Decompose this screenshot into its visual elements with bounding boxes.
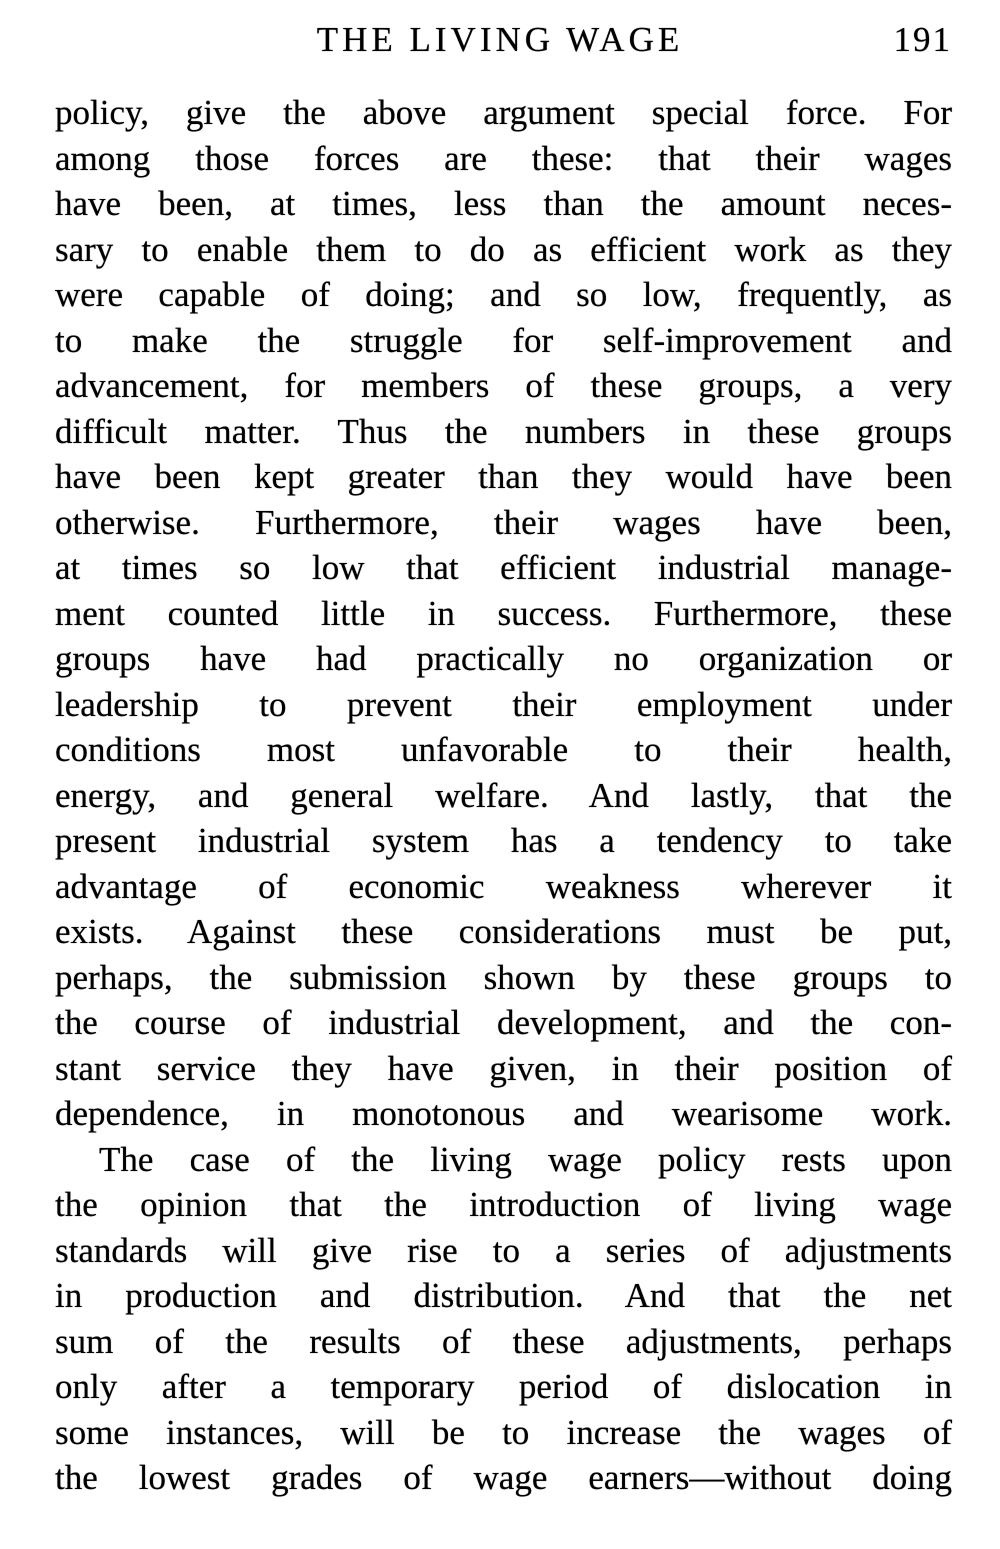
text-line: exists. Against these considerations mus… <box>55 912 952 951</box>
text-line: dependence, in monotonous and wearisome … <box>55 1094 952 1133</box>
page-title: THE LIVING WAGE <box>316 20 684 59</box>
text-line: sum of the results of these adjustments,… <box>55 1321 952 1361</box>
text-line: at times so low that efficient industria… <box>55 548 952 587</box>
text-line: have been, at times, less than the amoun… <box>55 184 952 223</box>
page-header: THE LIVING WAGE 191 <box>0 20 1000 64</box>
text-line: leadership to prevent their employment u… <box>55 684 952 724</box>
text-line: The case of the living wage policy rests… <box>99 1139 952 1179</box>
text-line: the course of industrial development, an… <box>55 1003 952 1042</box>
text-line: energy, and general welfare. And lastly,… <box>55 775 952 815</box>
text-line: advancement, for members of these groups… <box>55 366 952 405</box>
text-line: standards will give rise to a series of … <box>55 1230 952 1270</box>
text-line: the lowest grades of wage earners—withou… <box>55 1458 952 1497</box>
text-line: were capable of doing; and so low, frequ… <box>55 275 952 314</box>
text-line: to make the struggle for self-improvemen… <box>55 320 952 360</box>
text-line: difficult matter. Thus the numbers in th… <box>55 411 952 451</box>
text-line: conditions most unfavorable to their hea… <box>55 730 952 769</box>
text-line: policy, give the above argument special … <box>55 93 952 132</box>
text-line: some instances, will be to increase the … <box>55 1412 952 1452</box>
text-line: otherwise. Furthermore, their wages have… <box>55 502 952 542</box>
text-line: present industrial system has a tendency… <box>55 821 952 860</box>
text-line: in production and distribution. And that… <box>55 1276 952 1315</box>
text-line: ment counted little in success. Furtherm… <box>55 593 952 633</box>
text-line: perhaps, the submission shown by these g… <box>55 957 952 997</box>
text-line: sary to enable them to do as efficient w… <box>55 229 952 269</box>
text-line: groups have had practically no organizat… <box>55 639 952 678</box>
page-number: 191 <box>893 20 952 59</box>
text-line: have been kept greater than they would h… <box>55 457 952 496</box>
text-line: advantage of economic weakness wherever … <box>55 866 952 906</box>
text-line: only after a temporary period of disloca… <box>55 1367 952 1406</box>
body-text: policy, give the above argument special … <box>55 90 952 1501</box>
text-line: stant service they have given, in their … <box>55 1048 952 1088</box>
text-line: among those forces are these: that their… <box>55 138 952 178</box>
text-line: the opinion that the introduction of liv… <box>55 1185 952 1224</box>
